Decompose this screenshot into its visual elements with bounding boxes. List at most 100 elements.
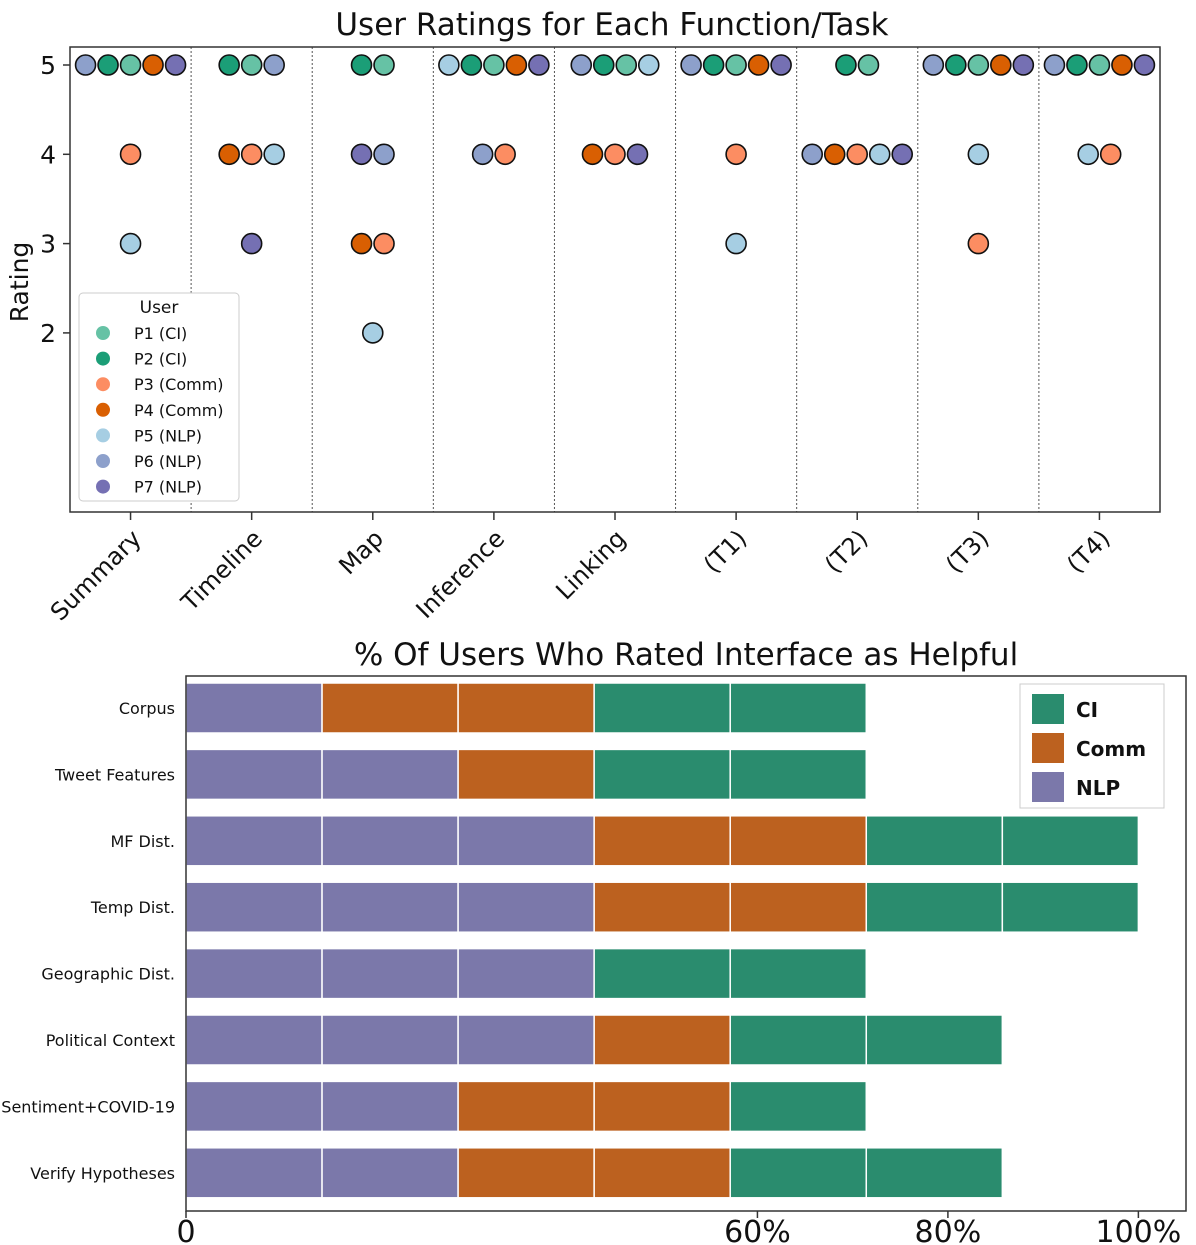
rating-point xyxy=(967,143,990,166)
rating-point xyxy=(240,232,263,255)
helpful-x-ticks: 0 60% 80% 100% xyxy=(176,1211,1181,1245)
rating-point xyxy=(702,54,725,76)
x-tick-label: 0 xyxy=(176,1215,195,1245)
helpful-category-labels: Corpus Tweet Features MF Dist. Temp Dist. Ge… xyxy=(1,699,175,1183)
rating-point xyxy=(857,54,880,76)
rating-point xyxy=(990,54,1012,76)
bar-segment-nlp xyxy=(185,682,323,734)
bar-segment-nlp xyxy=(321,815,459,867)
bar-category-label: Verify Hypotheses xyxy=(30,1164,175,1183)
bar-category-label: Tweet Features xyxy=(54,765,175,784)
rating-point xyxy=(119,54,142,76)
bar-segment-ci xyxy=(729,947,868,1000)
rating-point xyxy=(615,54,638,76)
bar-segment-ci xyxy=(593,682,731,734)
rating-point xyxy=(570,54,593,76)
rating-point xyxy=(263,54,285,76)
rating-point xyxy=(922,54,945,76)
bar-segment-nlp xyxy=(457,881,595,933)
user-legend-label: P4 (Comm) xyxy=(134,401,224,420)
bar-segment-nlp xyxy=(321,1080,459,1133)
bar-segment-nlp xyxy=(321,1147,459,1199)
x-category-label: (T4) xyxy=(1061,524,1115,578)
rating-point xyxy=(581,143,604,166)
rating-point xyxy=(528,54,550,76)
rating-point xyxy=(945,54,967,76)
rating-point xyxy=(494,143,516,166)
x-tick-label: 80% xyxy=(915,1215,982,1245)
user-legend-label: P1 (CI) xyxy=(134,324,187,343)
user-legend-box xyxy=(78,292,240,502)
user-legend-entries: P1 (CI) P2 (CI) P3 (Comm) P4 (Comm) P5 (NLP)… xyxy=(96,324,224,497)
group-legend-swatch xyxy=(1032,694,1064,724)
bar-segment-nlp xyxy=(185,1147,323,1199)
rating-point xyxy=(967,54,990,76)
rating-point xyxy=(1012,54,1035,76)
rating-point xyxy=(680,54,702,76)
rating-point xyxy=(637,54,660,76)
group-legend: CI Comm NLP xyxy=(1019,683,1165,809)
bar-segment-ci xyxy=(729,748,868,801)
bar-segment-nlp xyxy=(321,1014,459,1066)
group-legend-swatch xyxy=(1032,733,1064,763)
rating-point xyxy=(119,143,142,166)
rating-point xyxy=(592,54,615,76)
bar-category-label: Sentiment+COVID-19 xyxy=(1,1097,175,1116)
x-tick-label: 60% xyxy=(724,1215,791,1245)
rating-point xyxy=(1088,54,1111,76)
rating-point xyxy=(361,322,384,344)
bar-segment-ci xyxy=(865,881,1004,933)
helpful-plot-frame xyxy=(185,675,1187,1212)
bar-segment-ci xyxy=(1001,881,1140,933)
ratings-plot-frame xyxy=(69,46,1161,513)
bar-segment-ci xyxy=(1001,815,1140,867)
group-legend-label: NLP xyxy=(1076,776,1120,800)
bar-category-label: Corpus xyxy=(119,699,175,718)
group-legend-label: Comm xyxy=(1076,737,1146,761)
user-legend-marker xyxy=(96,326,110,340)
bar-segment-ci xyxy=(865,1014,1004,1066)
x-category-label: (T1) xyxy=(698,524,752,578)
rating-point xyxy=(373,232,395,255)
bar-segment-comm xyxy=(593,881,731,933)
ratings-y-ticks: 5 4 3 2 xyxy=(40,51,70,348)
bar-category-label: Political Context xyxy=(46,1031,175,1050)
rating-point xyxy=(483,54,505,76)
rating-point xyxy=(770,54,792,76)
bar-segment-ci xyxy=(593,748,731,801)
rating-point xyxy=(74,54,97,76)
bar-segment-ci xyxy=(729,1080,868,1133)
x-category-label: Summary xyxy=(45,524,147,626)
rating-point xyxy=(835,54,857,76)
x-category-label: Linking xyxy=(550,524,631,605)
bar-segment-comm xyxy=(593,1014,731,1066)
x-category-label: (T3) xyxy=(940,524,994,578)
bar-segment-nlp xyxy=(185,947,323,1000)
rating-points xyxy=(74,54,1156,344)
ratings-dot-chart: User Ratings for Each Function/Task Rati… xyxy=(5,7,1161,626)
rating-point xyxy=(1077,143,1099,166)
rating-point xyxy=(438,54,460,76)
rating-point xyxy=(604,143,626,166)
rating-point xyxy=(747,54,770,76)
bar-segment-nlp xyxy=(457,947,595,1000)
rating-point xyxy=(263,143,285,166)
rating-point xyxy=(350,143,373,166)
rating-point xyxy=(218,143,240,166)
user-legend: User P1 (CI) P2 (CI) P3 (Comm) P4 (Comm) P5 … xyxy=(78,292,240,502)
user-legend-label: P7 (NLP) xyxy=(134,478,202,497)
ratings-chart-title: User Ratings for Each Function/Task xyxy=(335,7,888,43)
bar-category-label: Geographic Dist. xyxy=(41,965,175,984)
user-legend-title: User xyxy=(140,298,179,318)
user-legend-label: P5 (NLP) xyxy=(134,426,202,445)
rating-point xyxy=(350,54,373,76)
bar-segment-ci xyxy=(593,947,731,1000)
rating-point xyxy=(471,143,494,166)
rating-point xyxy=(823,143,846,166)
user-legend-label: P2 (CI) xyxy=(134,350,187,369)
bar-category-label: MF Dist. xyxy=(110,832,175,851)
rating-point xyxy=(891,143,914,166)
rating-point xyxy=(505,54,528,76)
bar-segment-comm xyxy=(457,1147,595,1199)
user-legend-marker xyxy=(96,377,110,392)
